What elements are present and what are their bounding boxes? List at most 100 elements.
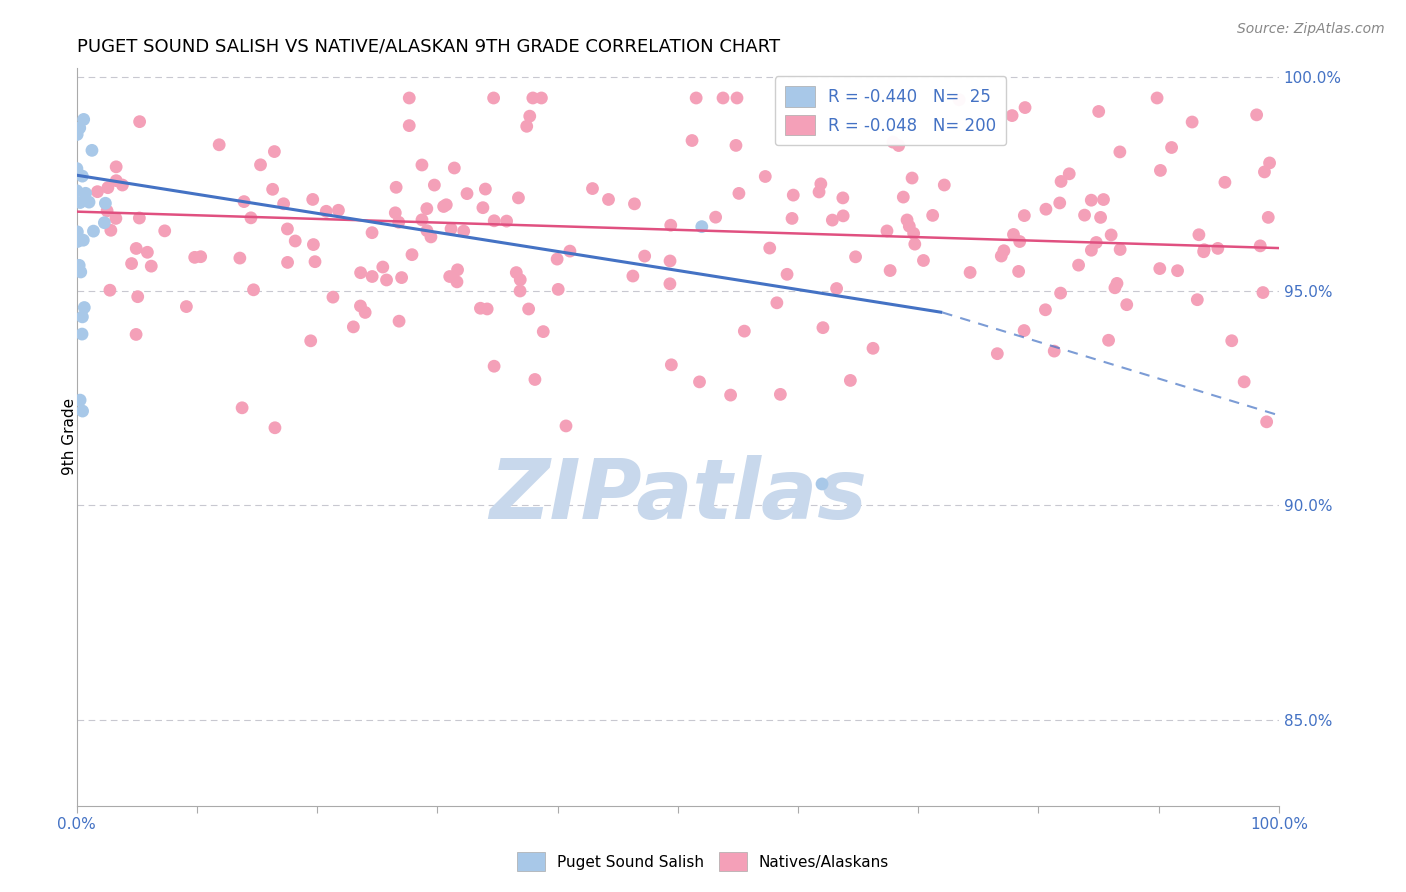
Point xyxy=(277,255,299,269)
Point xyxy=(69,265,91,279)
Point xyxy=(73,112,96,127)
Point xyxy=(249,158,271,172)
Point xyxy=(733,324,755,338)
Point xyxy=(100,223,122,237)
Point xyxy=(623,197,645,211)
Point xyxy=(66,184,89,198)
Point xyxy=(1146,91,1168,105)
Point xyxy=(769,387,792,401)
Point xyxy=(67,258,90,272)
Point xyxy=(621,268,644,283)
Point xyxy=(416,202,439,216)
Point xyxy=(555,419,578,434)
Point xyxy=(153,224,176,238)
Point xyxy=(495,214,517,228)
Point xyxy=(1073,208,1095,222)
Point xyxy=(361,226,384,240)
Point xyxy=(176,300,198,314)
Point xyxy=(1049,286,1071,301)
Point xyxy=(342,319,364,334)
Point xyxy=(66,225,89,239)
Point xyxy=(242,283,264,297)
Point xyxy=(831,191,853,205)
Point xyxy=(482,359,505,374)
Point xyxy=(904,237,927,252)
Point xyxy=(299,334,322,348)
Point xyxy=(93,216,115,230)
Point xyxy=(634,249,657,263)
Point xyxy=(901,171,924,186)
Point xyxy=(66,128,89,142)
Point xyxy=(776,268,799,282)
Point xyxy=(1085,235,1108,250)
Point xyxy=(276,222,298,236)
Point xyxy=(229,251,252,265)
Point xyxy=(239,211,262,225)
Point xyxy=(912,253,935,268)
Point xyxy=(1007,264,1029,278)
Point xyxy=(141,259,163,273)
Point xyxy=(509,273,531,287)
Point xyxy=(681,134,703,148)
Point xyxy=(934,178,956,192)
Point xyxy=(882,135,904,149)
Point xyxy=(453,224,475,238)
Point xyxy=(508,191,530,205)
Point xyxy=(75,186,97,201)
Point xyxy=(659,254,682,268)
Point xyxy=(845,250,868,264)
Point xyxy=(1080,193,1102,207)
Point xyxy=(825,281,848,295)
Point xyxy=(1246,108,1268,122)
Point xyxy=(1181,115,1204,129)
Point xyxy=(72,310,94,324)
Point xyxy=(832,209,855,223)
Point xyxy=(385,180,408,194)
Point xyxy=(839,373,862,387)
Point xyxy=(127,290,149,304)
Point xyxy=(111,178,134,192)
Point xyxy=(1001,109,1024,123)
Point xyxy=(1099,227,1122,242)
Point xyxy=(728,186,751,201)
Point xyxy=(328,203,350,218)
Point xyxy=(70,327,93,342)
Text: Source: ZipAtlas.com: Source: ZipAtlas.com xyxy=(1237,22,1385,37)
Point xyxy=(1249,239,1271,253)
Point xyxy=(1090,211,1112,225)
Point xyxy=(1108,145,1130,159)
Point xyxy=(128,114,150,128)
Point xyxy=(782,188,804,202)
Point xyxy=(959,265,981,279)
Point xyxy=(811,477,834,491)
Point xyxy=(231,401,253,415)
Point xyxy=(505,266,527,280)
Point xyxy=(440,222,463,236)
Point xyxy=(1097,333,1119,347)
Point xyxy=(689,375,711,389)
Point xyxy=(190,250,212,264)
Point xyxy=(808,185,831,199)
Point xyxy=(69,393,91,408)
Point xyxy=(446,275,468,289)
Point xyxy=(349,266,371,280)
Point xyxy=(433,199,456,213)
Point xyxy=(879,263,901,277)
Point xyxy=(690,219,713,234)
Point xyxy=(990,249,1012,263)
Point xyxy=(416,224,439,238)
Legend: R = -0.440   N=  25, R = -0.048   N= 200: R = -0.440 N= 25, R = -0.048 N= 200 xyxy=(775,77,1007,145)
Point xyxy=(1160,140,1182,154)
Point xyxy=(780,211,803,226)
Point xyxy=(72,169,94,183)
Point xyxy=(530,91,553,105)
Point xyxy=(73,301,96,315)
Point xyxy=(263,145,285,159)
Point xyxy=(1002,227,1025,242)
Point xyxy=(509,284,531,298)
Point xyxy=(1105,277,1128,291)
Point xyxy=(86,185,108,199)
Point xyxy=(398,119,420,133)
Point xyxy=(531,325,554,339)
Point xyxy=(443,161,465,175)
